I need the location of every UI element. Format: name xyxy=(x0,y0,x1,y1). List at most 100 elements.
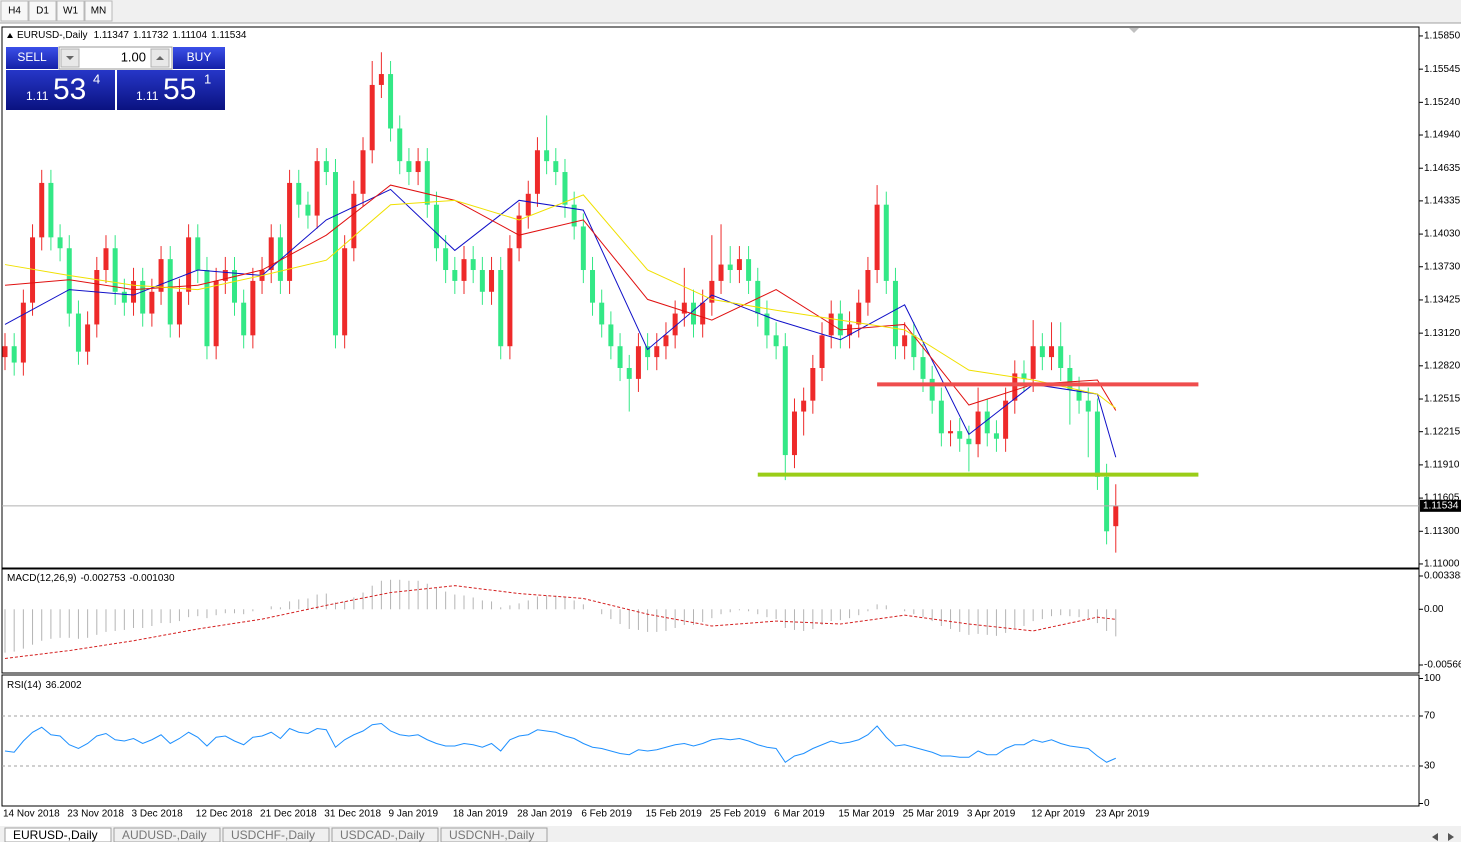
ask-box[interactable] xyxy=(117,70,225,110)
sell-button[interactable] xyxy=(6,47,58,69)
candle-body xyxy=(30,237,36,303)
candle-body xyxy=(1049,346,1055,358)
timeframe-label[interactable]: H4 xyxy=(8,6,21,17)
candle-body xyxy=(360,150,366,194)
rsi-legend: RSI(14) 36.2002 xyxy=(7,680,82,691)
buy-label[interactable]: BUY xyxy=(187,50,212,64)
symbol-tab[interactable] xyxy=(222,827,330,842)
symbol-tab-label[interactable]: EURUSD-,Daily xyxy=(13,828,98,842)
candle-body xyxy=(654,346,660,358)
timeframe-label[interactable]: MN xyxy=(91,6,107,17)
candle-body xyxy=(112,248,118,292)
timeframe-label[interactable]: W1 xyxy=(63,6,78,17)
x-tick-label: 15 Mar 2019 xyxy=(838,809,895,820)
candle-body xyxy=(525,193,531,216)
bid-box[interactable] xyxy=(6,70,115,110)
symbol-tab[interactable] xyxy=(440,827,548,842)
candle-body xyxy=(158,259,164,292)
moving-average xyxy=(4,184,1117,411)
candle-body xyxy=(1058,346,1064,368)
buy-button[interactable] xyxy=(173,47,225,69)
sell-label[interactable]: SELL xyxy=(17,50,47,64)
candle-body xyxy=(782,346,788,456)
candle-body xyxy=(920,357,926,379)
candle-body xyxy=(810,367,816,401)
symbol-tab-label[interactable]: AUDUSD-,Daily xyxy=(122,828,207,842)
y-tick-label: 1.14335 xyxy=(1424,196,1461,207)
candle-body xyxy=(883,204,889,281)
rsi-title: RSI(14) xyxy=(7,680,41,691)
candle-body xyxy=(902,335,908,347)
candle-body xyxy=(534,150,540,194)
ask-pips[interactable]: 55 xyxy=(163,73,196,106)
candle-body xyxy=(305,204,311,216)
open: 1.11347 xyxy=(94,30,130,41)
symbol-tab-label[interactable]: USDCAD-,Daily xyxy=(340,828,425,842)
timeframe-button[interactable] xyxy=(0,0,29,22)
candle-body xyxy=(351,193,357,249)
candle-body xyxy=(544,150,550,162)
rsi-value: 36.2002 xyxy=(45,680,82,691)
symbol: EURUSD-,Daily xyxy=(17,30,88,41)
chart-header: EURUSD-,Daily 1.11347 1.11732 1.11104 1.1153… xyxy=(17,30,247,41)
header-icon xyxy=(7,33,13,38)
y-tick-label: 0.003383 xyxy=(1424,571,1461,582)
candle-body xyxy=(20,302,26,363)
candle-body xyxy=(461,259,467,281)
ask-fraction[interactable]: 1 xyxy=(204,71,211,86)
volume-box[interactable] xyxy=(58,46,173,70)
bid-pips[interactable]: 53 xyxy=(53,73,86,106)
candle-body xyxy=(443,248,449,271)
symbol-tab-label[interactable]: USDCNH-,Daily xyxy=(449,828,534,842)
y-tick-label: 1.15545 xyxy=(1424,64,1461,75)
candle-body xyxy=(149,291,155,314)
x-tick-label: 3 Dec 2018 xyxy=(132,809,184,820)
tab-scroll-right[interactable] xyxy=(1448,833,1454,841)
timeframe-button[interactable] xyxy=(56,0,85,22)
symbol-tab[interactable] xyxy=(331,827,439,842)
symbol-tab-label[interactable]: USDCHF-,Daily xyxy=(231,828,315,842)
candle-body xyxy=(590,270,596,303)
x-tick-label: 9 Jan 2019 xyxy=(389,809,439,820)
candle-body xyxy=(1003,400,1009,439)
candle-body xyxy=(571,204,577,227)
tab-scroll-left[interactable] xyxy=(1432,833,1438,841)
candle-body xyxy=(186,237,192,292)
candle-body xyxy=(681,302,687,314)
candle-body xyxy=(727,264,733,271)
bid-fraction[interactable]: 4 xyxy=(93,71,100,86)
candle-body xyxy=(94,270,100,325)
y-tick-label: 1.12215 xyxy=(1424,426,1461,437)
x-tick-label: 28 Jan 2019 xyxy=(517,809,572,820)
candle-body xyxy=(397,128,403,162)
x-tick-label: 25 Mar 2019 xyxy=(903,809,960,820)
y-tick-label: 100 xyxy=(1424,673,1441,684)
symbol-tab[interactable] xyxy=(113,827,221,842)
ask-big[interactable]: 1.11 xyxy=(136,89,159,103)
candle-body xyxy=(865,270,871,303)
x-tick-label: 31 Dec 2018 xyxy=(324,809,381,820)
x-tick-label: 23 Nov 2018 xyxy=(67,809,124,820)
timeframe-label[interactable]: D1 xyxy=(36,6,49,17)
bid-big[interactable]: 1.11 xyxy=(26,89,49,103)
candle-body xyxy=(388,74,394,129)
candle-body xyxy=(85,324,91,352)
symbol-tab[interactable] xyxy=(4,827,112,842)
y-tick-label: 1.11000 xyxy=(1424,559,1460,570)
last-price-label: 1.11534 xyxy=(1423,500,1459,511)
candle-body xyxy=(599,302,605,325)
candle-body xyxy=(66,248,72,314)
last-price-box xyxy=(1420,499,1461,512)
candle-body xyxy=(507,248,513,347)
timeframe-button[interactable] xyxy=(28,0,57,22)
candle-body xyxy=(1067,367,1073,390)
candle-body xyxy=(369,84,375,151)
timeframe-button[interactable] xyxy=(84,0,113,22)
volume-value[interactable]: 1.00 xyxy=(121,49,146,64)
candle-body xyxy=(617,346,623,368)
macd-legend: MACD(12,26,9) -0.002753 -0.001030 xyxy=(7,573,175,584)
candle-body xyxy=(406,161,412,173)
signal-value: -0.001030 xyxy=(130,573,175,584)
candle-body xyxy=(57,237,63,249)
